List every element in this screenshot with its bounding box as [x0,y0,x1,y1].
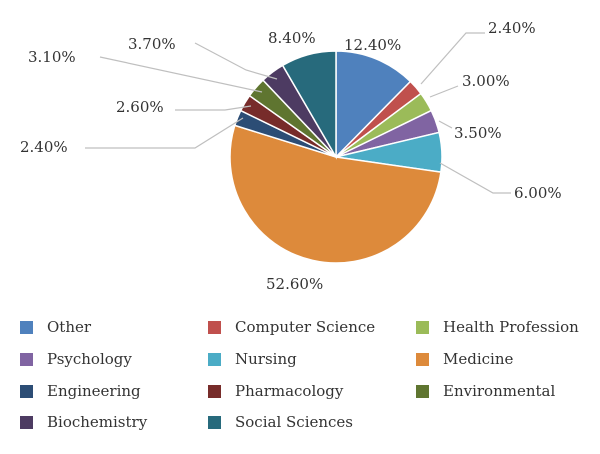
data-label-other: 12.40% [344,36,401,54]
leader-line-environmental [99,56,263,93]
pie-slice-other [335,50,412,159]
data-label-social-sciences: 8.40% [268,29,316,47]
leader-line-health-profession [429,85,459,98]
pie-slice-social-sciences [281,50,337,160]
data-label-environmental: 3.10% [28,48,76,66]
leader-line-biochemistry [194,42,278,80]
leader-line-psychology [438,120,453,129]
data-label-engineering: 2.40% [20,138,68,156]
data-label-pharmacology: 2.60% [116,98,164,116]
pie-slice-medicine [229,124,442,264]
data-label-health-profession: 3.00% [462,72,510,90]
data-label-computer-science: 2.40% [488,19,536,37]
leader-line-nursing [439,162,511,194]
data-label-nursing: 6.00% [514,184,562,202]
leader-line-pharmacology [175,105,252,111]
data-label-medicine: 52.60% [266,275,323,293]
data-label-psychology: 3.50% [454,124,502,142]
data-label-biochemistry: 3.70% [128,35,176,53]
leader-line-computer-science [420,32,485,85]
leader-line-engineering [85,117,244,149]
